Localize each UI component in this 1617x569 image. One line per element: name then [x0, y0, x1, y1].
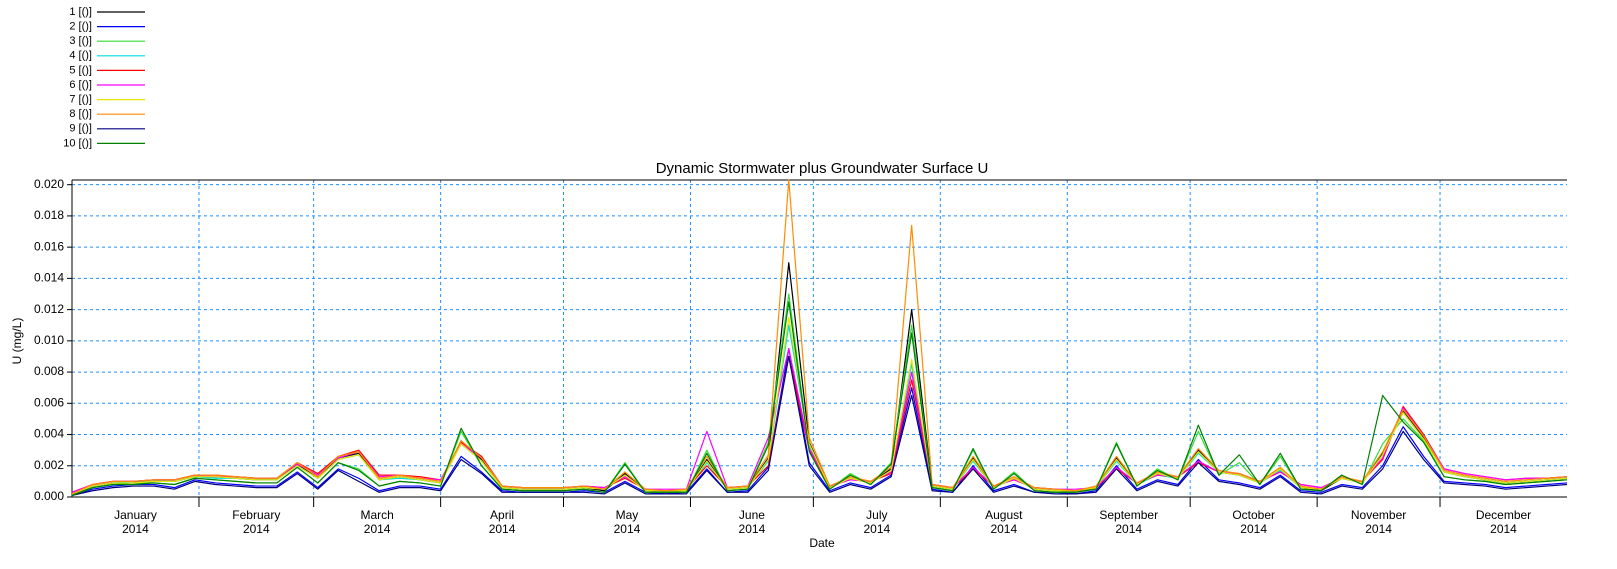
legend-label: 4 [()]	[69, 50, 92, 62]
legend-label: 1 [()]	[69, 6, 92, 18]
x-axis-label: Date	[809, 536, 835, 550]
legend-label: 3 [()]	[69, 35, 92, 47]
x-tick-label: April 2014	[488, 508, 516, 536]
y-tick-label: 0.006	[34, 395, 64, 409]
series-line	[71, 355, 1568, 493]
x-tick-label: March 2014	[360, 508, 394, 536]
series-line	[71, 348, 1568, 497]
y-tick-label: 0.010	[34, 333, 64, 347]
x-tick-label: February 2014	[232, 508, 281, 536]
legend-label: 9 [()]	[69, 123, 92, 135]
x-tick-label: June 2014	[738, 508, 766, 536]
series-line	[71, 348, 1568, 493]
y-tick-label: 0.002	[34, 458, 64, 472]
y-tick-label: 0.004	[34, 427, 64, 441]
y-tick-label: 0.014	[34, 271, 64, 285]
x-tick-label: December 2014	[1475, 508, 1532, 536]
x-tick-label: July 2014	[863, 508, 891, 536]
x-tick-label: January 2014	[114, 508, 157, 536]
y-tick-label: 0.000	[34, 489, 64, 503]
x-tick-label: August 2014	[985, 508, 1023, 536]
x-tick-label: May 2014	[613, 508, 641, 536]
x-tick-label: September 2014	[1099, 508, 1159, 536]
series-line	[71, 179, 1568, 495]
legend-label: 6 [()]	[69, 79, 92, 91]
legend-label: 7 [()]	[69, 94, 92, 106]
chart-title: Dynamic Stormwater plus Groundwater Surf…	[656, 160, 989, 177]
legend-label: 5 [()]	[69, 64, 92, 76]
y-tick-label: 0.008	[34, 364, 64, 378]
legend-label: 10 [()]	[63, 137, 92, 149]
x-tick-label: November 2014	[1350, 508, 1407, 536]
y-tick-label: 0.016	[34, 239, 64, 253]
legend-label: 8 [()]	[69, 108, 92, 120]
series-line	[71, 355, 1568, 497]
x-tick-label: October 2014	[1232, 508, 1275, 536]
legend-label: 2 [()]	[69, 21, 92, 33]
y-tick-label: 0.012	[34, 302, 64, 316]
y-axis-label: U (mg/L)	[10, 318, 24, 365]
series-line	[71, 301, 1568, 497]
y-tick-label: 0.020	[34, 177, 64, 191]
y-tick-label: 0.018	[34, 208, 64, 222]
